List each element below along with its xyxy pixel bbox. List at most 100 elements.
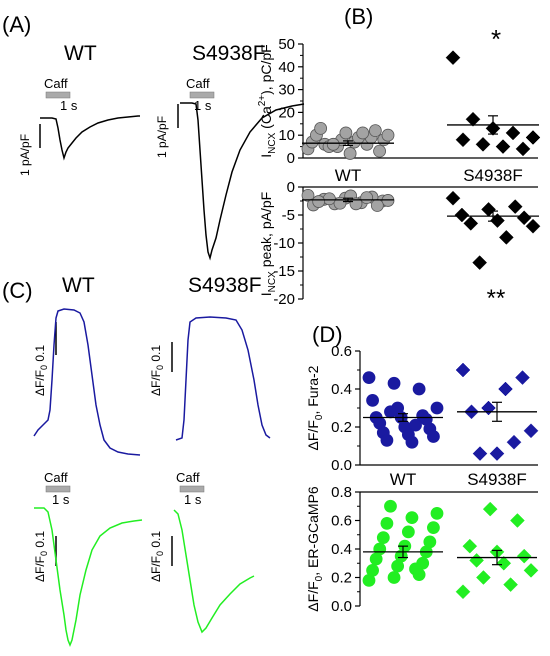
chart-d-bottom: 0.0 0.2 0.4 0.6 0.8 ΔF/F0, ER-GCaMP6 [305,484,539,615]
data-point [469,553,484,568]
data-point [455,132,471,148]
y-tick-label: 30 [278,82,295,99]
panel-c-mut-fura-scale-label: ΔF/F0 0.1 [149,345,165,396]
y-tick-label: -15 [273,263,295,280]
data-point [472,446,488,461]
panel-c-wt-title: WT [62,274,95,297]
data-point [401,525,415,539]
data-point [405,511,419,525]
data-point [482,501,498,517]
y-tick-label: 0.6 [331,343,352,360]
data-point [516,548,532,564]
data-point [412,382,426,396]
data-point [525,130,541,145]
data-point [427,430,440,443]
data-point [454,207,470,223]
data-point [360,191,374,205]
y-axis-title: INCX (Ca2+), pC/pF [257,44,278,157]
data-point [496,555,512,571]
data-point [366,393,379,407]
y-tick-label: 0.6 [331,513,352,530]
data-point [516,210,532,226]
data-point [506,434,522,450]
y-axis-title: ΔF/F0, Fura-2 [305,365,325,450]
data-point [380,516,394,530]
data-point [515,141,531,157]
data-point [423,535,437,549]
data-point [523,563,539,578]
data-point [505,125,521,141]
data-point [409,418,422,432]
data-point [380,433,394,447]
y-axis-title: ΔF/F0, ER-GCaMP6 [305,486,325,612]
data-point [373,144,386,158]
data-point [370,199,384,212]
panel-c-wt-fura-scale-label: ΔF/F0 0.1 [33,345,49,396]
data-point [445,190,461,206]
data-point [481,400,496,416]
panel-a-mut-current-trace [180,102,305,261]
panel-a-wt-title: WT [64,42,97,65]
data-point [510,513,525,528]
data-point [455,584,471,600]
data-point [333,196,347,210]
y-tick-label: -20 [273,291,295,308]
panel-c-wt-gcamp-scale-label: ΔF/F0 0.1 [33,531,49,582]
panel-a-wt-caff-bar [45,91,71,99]
data-point [339,126,353,140]
panel-a-wt-time-label: 1 s [60,98,78,113]
data-point [525,218,541,234]
panel-c-wt-fura-trace [33,308,141,456]
panel-c-mut-caff-label: Caff [176,470,200,485]
data-point [463,216,479,231]
panel-a-wt-current-trace [40,115,140,161]
panel-c-mut-gcamp-scale-label: ΔF/F0 0.1 [149,531,165,582]
data-point [349,197,363,211]
panel-a-mut-title: S4938F [192,42,266,65]
panel-c-mut-caff-bar [179,485,205,493]
panel-c-wt-time-label: 1 s [52,492,70,507]
y-tick-label: 0.8 [331,484,352,501]
data-point [384,405,397,419]
panel-b-top-significance: * [491,24,501,54]
data-point [445,50,461,66]
panel-c-wt-gcamp-trace [34,507,143,648]
data-point [430,506,444,520]
panel-c-mut-fura-trace [175,316,271,441]
data-point [312,195,326,208]
data-point [430,401,444,415]
data-point [362,371,376,385]
panel-d-mut-category: S4938F [467,470,527,489]
data-point [343,147,357,160]
y-tick-label: 0.0 [331,598,352,615]
y-tick-label: 0.2 [331,419,352,436]
data-point [373,542,387,556]
data-point [455,362,471,378]
data-point [498,230,514,245]
data-point [495,139,511,154]
data-point [498,381,513,397]
data-point [384,499,397,513]
data-point [515,370,530,385]
panel-b-label: (B) [344,4,373,29]
data-point [314,121,328,135]
panel-c-label: (C) [2,278,33,303]
y-tick-label: -10 [273,235,295,252]
panel-c-wt-caff-bar [45,485,71,493]
panel-b-mut-category: S4938F [463,166,523,185]
y-tick-label: 0 [287,150,295,167]
panel-c-wt-caff-label: Caff [44,470,68,485]
data-point [376,531,390,544]
data-point [523,423,539,439]
panel-a-label: (A) [2,12,31,37]
data-point [462,538,478,554]
data-point [465,111,481,127]
panel-c-mut-gcamp-trace [173,509,255,634]
data-point [405,435,419,449]
data-point [475,136,491,152]
data-point [507,199,523,214]
panel-c-mut-time-label: 1 s [184,492,202,507]
